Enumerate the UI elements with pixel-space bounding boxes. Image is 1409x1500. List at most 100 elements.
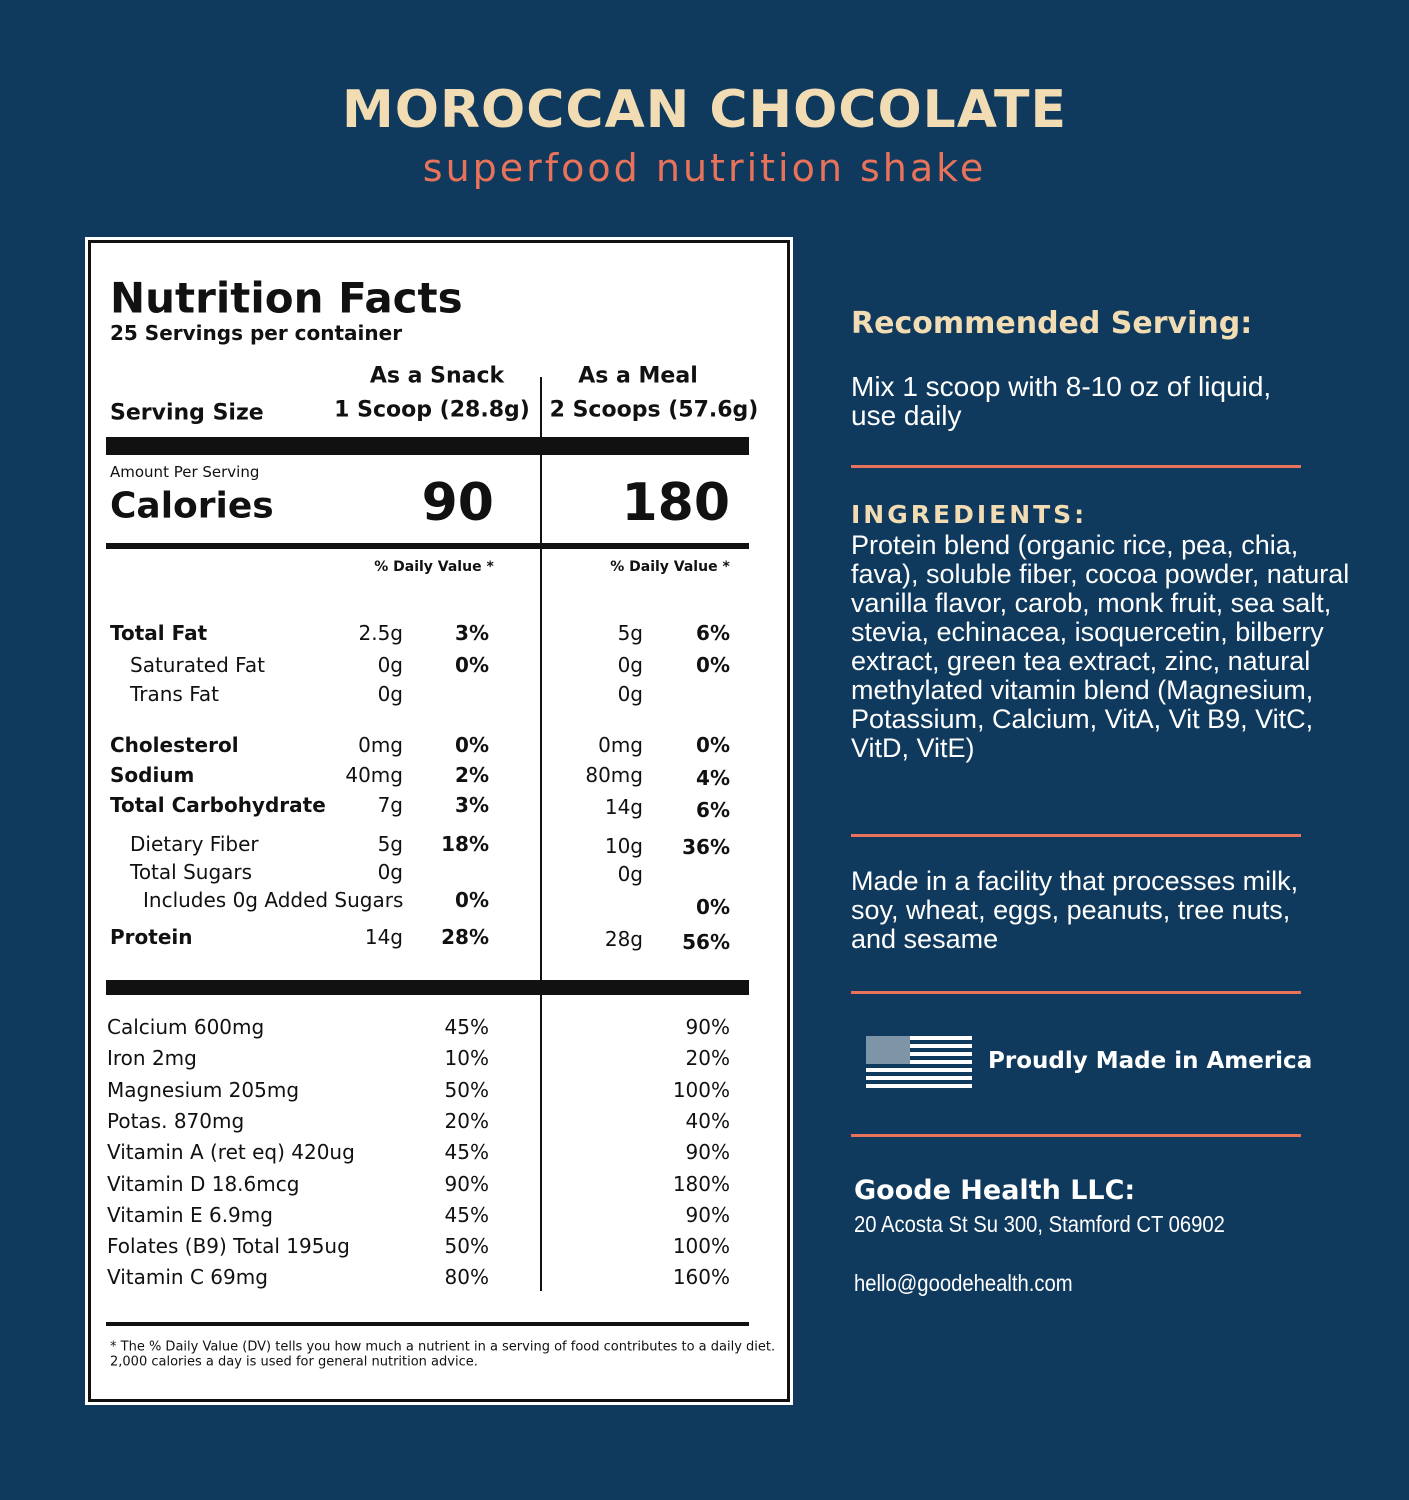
nutrient-name: Dietary Fiber (130, 832, 259, 856)
meal-dv: 6% (696, 798, 730, 822)
rule (106, 1322, 749, 1326)
vitamin-meal-dv: 40% (685, 1108, 730, 1133)
recommended-text: Mix 1 scoop with 8-10 oz of liquid, use … (851, 371, 1272, 431)
vitamin-meal-dv: 90% (685, 1015, 730, 1039)
snack-amount: 40mg (345, 763, 403, 787)
rule (540, 995, 542, 1291)
vitamin-meal-dv: 180% (672, 1171, 730, 1196)
address: 20 Acosta St Su 300, Stamford CT 06902 (854, 1211, 1225, 1237)
nutrient-name: Saturated Fat (130, 653, 265, 677)
vitamin-snack-dv: 45% (444, 1202, 489, 1227)
column-name: As a Meal (578, 363, 698, 389)
vitamin-name: Potas. 870mg (107, 1108, 245, 1133)
rule (540, 377, 542, 437)
vitamin-snack-dv: 45% (444, 1140, 489, 1165)
meal-amount: 28g (604, 927, 643, 951)
vitamin-meal-dv: 160% (672, 1265, 730, 1290)
divider (851, 465, 1301, 468)
vitamin-meal-dv: 100% (672, 1077, 730, 1102)
us-flag (866, 1036, 972, 1088)
subtitle: superfood nutrition shake (422, 146, 987, 190)
meal-amount: 0mg (598, 733, 643, 757)
meal-amount: 10g (604, 834, 643, 858)
allergen-text: Made in a facility that processes milk, … (851, 866, 1299, 954)
meal-dv: 6% (696, 621, 730, 645)
divider (851, 834, 1301, 837)
ingredients-title: INGREDIENTS: (851, 500, 1088, 529)
servings: 25 Servings per container (110, 321, 403, 345)
meal-amount: 0g (617, 682, 643, 706)
amount-per-serving: Amount Per Serving (110, 463, 260, 481)
divider (851, 991, 1301, 994)
vitamin-meal-dv: 90% (685, 1140, 730, 1165)
footnote: * The % Daily Value (DV) tells you how m… (110, 1339, 776, 1355)
footnote: 2,000 calories a day is used for general… (110, 1354, 478, 1370)
meal-dv: 0% (696, 895, 730, 919)
snack-amount: 7g (377, 793, 403, 817)
vitamin-name: Vitamin C 69mg (107, 1265, 268, 1290)
nutrient-name: Total Sugars (130, 860, 253, 884)
snack-amount: 0mg (358, 733, 403, 757)
vitamin-snack-dv: 10% (444, 1046, 489, 1071)
snack-amount: 14g (364, 925, 403, 949)
vitamin-name: Vitamin D 18.6mcg (107, 1171, 300, 1196)
serving-amount: 2 Scoops (57.6g) (549, 397, 759, 423)
snack-amount: 0g (377, 653, 403, 677)
column-name: As a Snack (369, 363, 505, 389)
serving-amount: 1 Scoop (28.8g) (334, 397, 530, 423)
divider (851, 1134, 1301, 1137)
vitamin-meal-dv: 100% (672, 1234, 730, 1259)
dv-header: % Daily Value * (610, 559, 730, 575)
calories-value: 180 (621, 473, 730, 533)
snack-dv: 0% (455, 733, 489, 757)
nutrition-label (85, 237, 793, 1405)
title: MOROCCAN CHOCOLATE (342, 80, 1067, 140)
rule (540, 455, 542, 543)
vitamin-snack-dv: 45% (444, 1015, 489, 1039)
nutrient-name: Cholesterol (110, 733, 239, 757)
snack-dv: 18% (441, 832, 489, 856)
calories-value: 90 (421, 473, 494, 533)
nutrient-name: Total Fat (110, 621, 208, 645)
meal-dv: 4% (696, 766, 730, 790)
meal-dv: 36% (682, 835, 730, 859)
vitamin-name: Iron 2mg (107, 1046, 197, 1071)
nutrient-name: Includes 0g Added Sugars (143, 888, 404, 912)
vitamin-name: Vitamin E 6.9mg (107, 1202, 273, 1227)
vitamin-meal-dv: 20% (685, 1046, 730, 1071)
dv-header: % Daily Value * (374, 559, 494, 575)
snack-amount: 0g (377, 682, 403, 706)
vitamin-snack-dv: 90% (444, 1171, 489, 1196)
serving-size: Serving Size (110, 400, 264, 426)
snack-amount: 5g (377, 832, 403, 856)
vitamin-snack-dv: 80% (444, 1265, 489, 1290)
rule (106, 437, 749, 455)
vitamin-name: Calcium 600mg (107, 1015, 265, 1039)
vitamin-name: Magnesium 205mg (107, 1077, 300, 1102)
nutrient-name: Sodium (110, 763, 195, 787)
vitamin-name: Vitamin A (ret eq) 420ug (107, 1140, 355, 1165)
meal-amount: 0g (617, 862, 643, 886)
vitamin-snack-dv: 50% (444, 1077, 489, 1102)
nutrient-name: Total Carbohydrate (110, 793, 326, 817)
snack-dv: 3% (455, 793, 489, 817)
snack-dv: 0% (455, 888, 489, 912)
snack-dv: 2% (455, 763, 489, 787)
meal-amount: 5g (617, 621, 643, 645)
meal-dv: 0% (696, 733, 730, 757)
nutrient-name: Trans Fat (130, 682, 219, 706)
company: Goode Health LLC: (854, 1175, 1136, 1206)
calories-label: Calories (110, 485, 274, 527)
snack-dv: 28% (441, 925, 489, 949)
rule (106, 980, 749, 995)
made-in: Proudly Made in America (988, 1048, 1313, 1074)
vitamin-snack-dv: 50% (444, 1234, 489, 1259)
ingredients-text: Protein blend (organic rice, pea, chia, … (851, 530, 1350, 763)
meal-amount: 80mg (585, 763, 643, 787)
rule (106, 543, 749, 549)
rule (540, 549, 542, 980)
label-title: Nutrition Facts (110, 273, 463, 323)
vitamin-snack-dv: 20% (444, 1108, 489, 1133)
meal-dv: 56% (682, 930, 730, 954)
vitamin-name: Folates (B9) Total 195ug (107, 1234, 350, 1259)
